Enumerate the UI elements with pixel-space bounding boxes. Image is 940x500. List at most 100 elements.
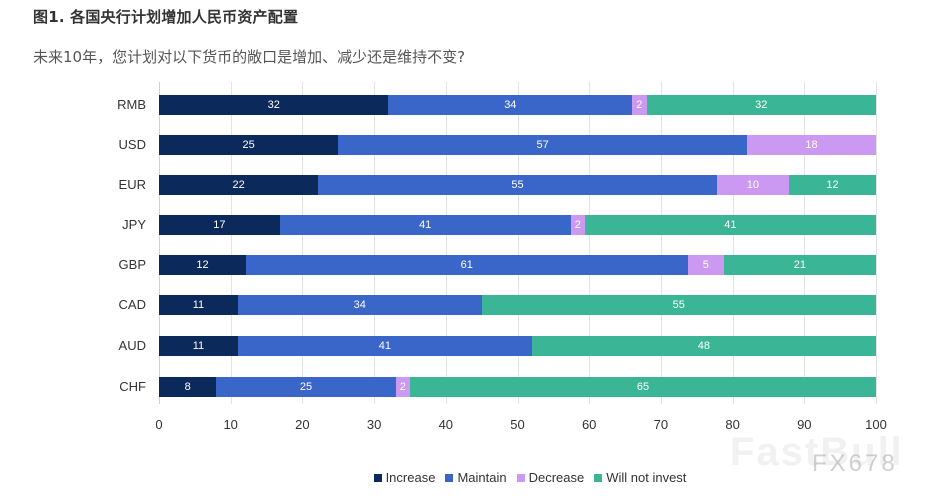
x-tick-label: 90 (797, 417, 812, 432)
x-tick-label: 60 (581, 417, 597, 432)
data-label: 5 (702, 259, 709, 271)
bar-segment-increase[interactable]: 25 (159, 135, 339, 155)
legend-item-increase[interactable]: Increase (373, 470, 435, 485)
bar-segment-decrease[interactable]: 2 (632, 95, 647, 115)
bar-row-cad: 11 34 55 (159, 295, 876, 315)
legend-item-maintain[interactable]: Maintain (445, 470, 507, 485)
bar-segment-maintain[interactable]: 41 (279, 215, 571, 235)
bar-row-gbp: 12 61 5 21 (159, 255, 876, 275)
bar-row-usd: 25 57 18 (159, 135, 876, 155)
x-tick-label: 100 (865, 417, 887, 432)
data-label: 12 (826, 179, 839, 191)
data-label: 61 (460, 259, 473, 271)
data-label: 57 (536, 139, 549, 151)
bar-segment-will-not-invest[interactable]: 12 (789, 175, 876, 195)
data-label: 41 (724, 219, 737, 231)
bar-segment-maintain[interactable]: 61 (245, 255, 688, 275)
data-label: 25 (242, 139, 255, 151)
bar-segment-increase[interactable]: 11 (159, 295, 238, 315)
category-label: USD (118, 137, 146, 152)
bar-segment-increase[interactable]: 17 (159, 215, 280, 235)
watermark-logo: FastBull (730, 430, 904, 474)
bar-row-eur: 22 55 10 12 (159, 175, 876, 195)
gridline (732, 82, 734, 404)
gridline (660, 82, 662, 404)
bar-row-jpy: 17 41 2 41 (159, 215, 876, 235)
gridline (589, 82, 591, 404)
legend-swatch-icon (373, 473, 382, 482)
legend-label: Will not invest (606, 470, 687, 485)
bar-segment-will-not-invest[interactable]: 41 (584, 215, 876, 235)
x-tick-label: 30 (366, 417, 382, 432)
gridline (230, 82, 232, 404)
category-label: JPY (122, 217, 146, 232)
data-label: 17 (213, 219, 226, 231)
bar-segment-increase[interactable]: 8 (159, 377, 217, 397)
category-label: EUR (118, 177, 146, 192)
chart-title: 图1. 各国央行计划增加人民币资产配置 (33, 8, 299, 26)
gridline (517, 82, 519, 404)
bar-segment-decrease[interactable]: 10 (716, 175, 790, 195)
data-label: 65 (636, 381, 650, 393)
watermark-text: FX678 (812, 450, 898, 477)
x-tick-label: 0 (155, 417, 163, 432)
bar-segment-will-not-invest[interactable]: 32 (646, 95, 876, 115)
category-label: CHF (119, 379, 146, 394)
bar-segment-maintain[interactable]: 57 (338, 135, 747, 155)
legend-item-will-not-invest[interactable]: Will not invest (594, 470, 686, 485)
data-label: 34 (504, 99, 517, 111)
data-label: 8 (184, 381, 191, 393)
gridline (302, 82, 304, 404)
x-tick-label: 50 (510, 417, 525, 432)
bar-segment-maintain[interactable]: 25 (216, 377, 396, 397)
data-label: 55 (511, 179, 524, 191)
bar-segment-decrease[interactable]: 18 (746, 135, 876, 155)
legend-item-decrease[interactable]: Decrease (516, 470, 585, 485)
data-label: 11 (192, 340, 205, 352)
bar-segment-increase[interactable]: 11 (159, 336, 238, 356)
bar-segment-increase[interactable]: 12 (159, 255, 246, 275)
bar-segment-decrease[interactable]: 5 (687, 255, 724, 275)
bar-row-rmb: 32 34 2 32 (159, 95, 876, 115)
data-label: 12 (196, 259, 209, 271)
legend-label: Decrease (528, 470, 585, 485)
bar-segment-will-not-invest[interactable]: 21 (723, 255, 876, 275)
data-label: 41 (378, 340, 391, 352)
category-label: CAD (118, 297, 146, 312)
x-tick-label: 10 (223, 417, 238, 432)
bar-segment-will-not-invest[interactable]: 65 (409, 377, 876, 397)
legend-label: Maintain (457, 470, 507, 485)
bar-segment-decrease[interactable]: 2 (395, 377, 410, 397)
bar-segment-maintain[interactable]: 34 (388, 95, 633, 115)
x-tick-label: 80 (725, 417, 740, 432)
gridline (876, 82, 877, 404)
bar-row-chf: 8 25 2 65 (159, 377, 876, 397)
data-label: 2 (399, 381, 406, 393)
data-label: 25 (299, 381, 313, 393)
legend-swatch-icon (594, 473, 603, 482)
bar-segment-increase[interactable]: 32 (159, 95, 389, 115)
legend-swatch-icon (445, 473, 454, 482)
data-label: 11 (192, 299, 205, 311)
data-label: 2 (636, 99, 643, 111)
category-label: GBP (118, 257, 146, 272)
chart-subtitle: 未来10年，您计划对以下货币的敞口是增加、减少还是维持不变? (33, 48, 466, 66)
legend-swatch-icon (516, 473, 525, 482)
bar-segment-maintain[interactable]: 34 (237, 295, 482, 315)
data-label: 2 (574, 219, 581, 231)
bar-segment-maintain[interactable]: 55 (318, 175, 717, 195)
bar-segment-decrease[interactable]: 2 (570, 215, 585, 235)
bar-segment-will-not-invest[interactable]: 48 (531, 336, 876, 356)
data-label: 18 (805, 139, 818, 151)
bar-segment-increase[interactable]: 22 (159, 175, 319, 195)
data-label: 34 (353, 299, 366, 311)
data-label: 32 (267, 99, 280, 111)
plot-area: 32 34 2 32 25 57 18 22 55 10 12 17 41 2 41 12 61 5 21 11 34 5… (159, 82, 877, 404)
data-label: 41 (419, 219, 432, 231)
bar-segment-maintain[interactable]: 41 (237, 336, 532, 356)
data-label: 10 (746, 179, 759, 191)
bar-segment-will-not-invest[interactable]: 55 (481, 295, 876, 315)
data-label: 48 (697, 340, 711, 352)
gridline (159, 82, 160, 404)
gridline (804, 82, 806, 404)
